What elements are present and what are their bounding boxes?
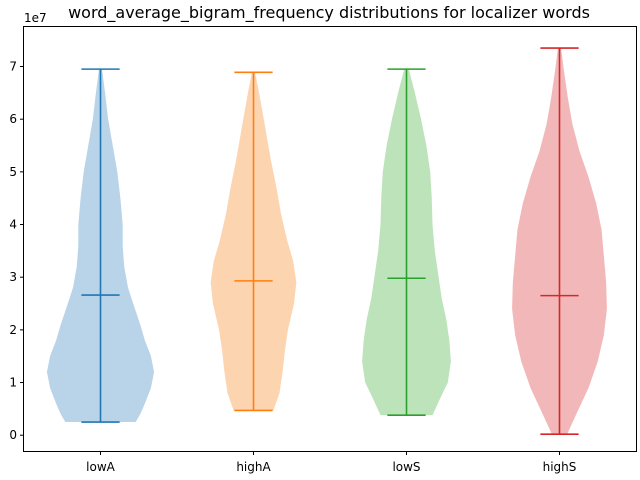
y-tick-label-1: 1	[9, 376, 17, 390]
plot-frame	[23, 26, 637, 452]
x-tick-label-lowA: lowA	[86, 460, 115, 474]
x-axis: lowA highA lowS highS	[86, 451, 576, 474]
x-tick-label-lowS: lowS	[392, 460, 420, 474]
y-tick-label-2: 2	[9, 323, 17, 337]
x-tick-label-highA: highA	[236, 460, 271, 474]
y-tick-label-3: 3	[9, 270, 17, 284]
y-multiplier-label: 1e7	[24, 11, 47, 25]
y-tick-label-6: 6	[9, 112, 17, 126]
y-axis: 0 1 2 3 4 5 6 7	[9, 60, 24, 442]
y-tick-label-7: 7	[9, 60, 17, 74]
chart-title: word_average_bigram_frequency distributi…	[68, 3, 590, 23]
x-tick-label-highS: highS	[543, 460, 577, 474]
violin-group	[46, 47, 607, 435]
y-tick-label-5: 5	[9, 165, 17, 179]
y-tick-label-4: 4	[9, 218, 17, 232]
y-tick-label-0: 0	[9, 428, 17, 442]
